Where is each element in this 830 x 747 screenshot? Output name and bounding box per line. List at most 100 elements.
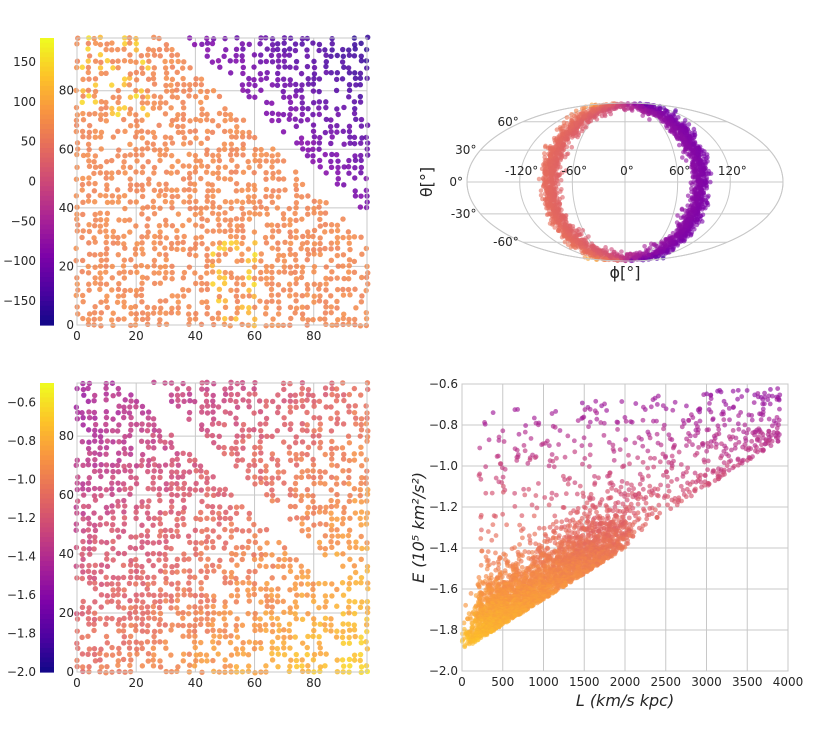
data-point (221, 616, 227, 622)
data-point (133, 47, 140, 53)
data-point (293, 217, 299, 224)
data-point (92, 217, 99, 223)
data-point (179, 473, 186, 480)
data-point (174, 456, 180, 462)
colorbar-segment (40, 455, 54, 461)
data-point (156, 321, 163, 328)
data-point (97, 210, 103, 216)
data-point (98, 257, 105, 264)
data-point (204, 193, 211, 200)
data-point (246, 210, 253, 216)
data-point (346, 128, 353, 135)
data-point (557, 125, 563, 130)
data-point (251, 64, 257, 70)
data-point (228, 633, 234, 639)
colorbar-segment (40, 623, 54, 630)
data-point (298, 497, 304, 504)
data-point (216, 293, 223, 300)
data-point (346, 240, 352, 246)
data-point (150, 75, 157, 82)
colorbar-segment (40, 57, 54, 63)
data-point (151, 427, 158, 433)
data-point (152, 134, 158, 140)
data-point (103, 409, 110, 415)
data-point (678, 234, 684, 240)
data-point (334, 252, 341, 259)
data-point (251, 552, 257, 558)
data-point (103, 263, 109, 269)
data-point (73, 292, 79, 299)
data-point (269, 645, 275, 651)
data-point (91, 522, 98, 529)
data-point (134, 241, 140, 247)
data-point (691, 219, 697, 225)
data-point (91, 610, 98, 616)
colorbar-segment (40, 238, 54, 245)
data-point (199, 223, 205, 229)
data-point (110, 416, 116, 422)
data-point (305, 229, 311, 235)
data-point (168, 593, 174, 599)
data-point (246, 462, 252, 469)
data-point (156, 551, 163, 557)
data-point (145, 229, 151, 235)
data-point (139, 410, 146, 416)
data-point (122, 170, 128, 176)
colorbar-segment (40, 628, 54, 635)
data-point (222, 391, 229, 397)
data-point (104, 186, 110, 193)
data-point (216, 147, 222, 153)
data-point (706, 193, 711, 199)
data-point (210, 36, 217, 42)
data-point (80, 110, 86, 117)
data-point (222, 228, 228, 234)
data-point (186, 251, 193, 258)
data-point (316, 47, 322, 54)
data-point (240, 228, 246, 234)
data-point (203, 563, 210, 569)
data-point (240, 579, 246, 586)
data-point (221, 421, 228, 428)
data-point (227, 58, 233, 64)
data-point (86, 93, 92, 99)
data-point (256, 622, 263, 629)
data-point (121, 233, 127, 239)
data-point (156, 621, 162, 628)
data-point (133, 263, 139, 270)
data-point (139, 645, 145, 652)
data-point (299, 663, 305, 669)
data-point (150, 204, 157, 210)
data-point (335, 164, 341, 171)
data-point (181, 592, 187, 598)
data-point (145, 504, 151, 510)
data-point (91, 621, 97, 627)
data-point (163, 575, 169, 582)
data-point (116, 194, 122, 200)
data-point (687, 139, 693, 144)
data-point (186, 628, 192, 634)
data-point (103, 251, 109, 257)
data-point (91, 468, 98, 475)
data-point (139, 280, 145, 286)
data-point (333, 151, 340, 158)
data-point (561, 120, 567, 125)
data-point (122, 287, 128, 294)
x-tick-label: 40 (188, 329, 203, 343)
data-point (144, 533, 151, 539)
data-point (109, 527, 115, 533)
data-point (114, 46, 121, 53)
data-point (91, 493, 98, 499)
data-point (293, 182, 299, 188)
data-point (287, 409, 294, 415)
data-point (128, 657, 134, 663)
data-point (228, 134, 235, 140)
data-point (109, 275, 115, 281)
data-point (204, 128, 211, 135)
data-point (198, 592, 205, 599)
data-point (187, 246, 193, 252)
data-point (103, 104, 109, 111)
data-point (234, 298, 241, 305)
data-point (286, 450, 293, 456)
data-point (204, 163, 211, 170)
data-point (334, 227, 341, 234)
